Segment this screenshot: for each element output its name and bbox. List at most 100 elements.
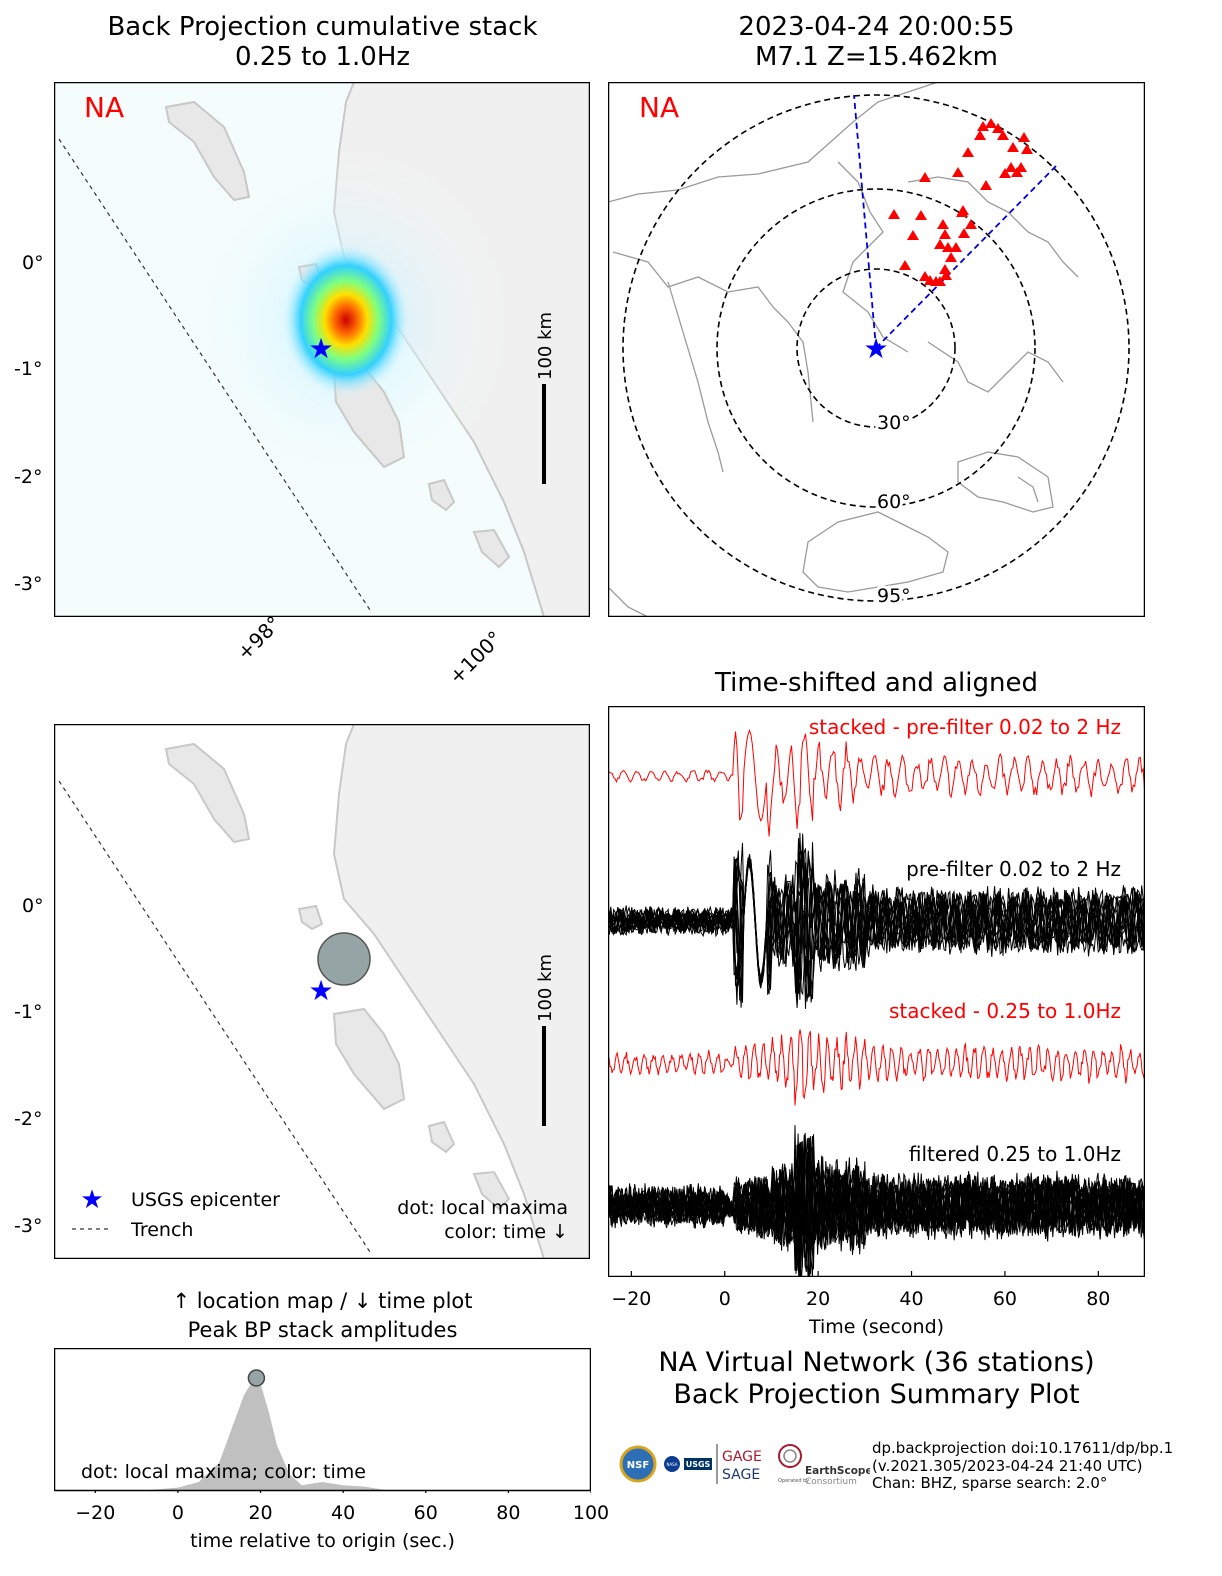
station-marker <box>974 130 986 140</box>
summary-line2: Back Projection Summary Plot <box>673 1379 1080 1410</box>
trace-frame <box>608 706 1145 1277</box>
label-stacked-broad: stacked - pre-filter 0.02 to 2 Hz <box>809 715 1121 739</box>
simeulue-island <box>164 742 251 844</box>
station-marker <box>907 230 919 240</box>
amp-tick-label: 80 <box>496 1502 521 1524</box>
simeulue-island <box>164 100 251 202</box>
trace-tick-label: 0 <box>718 1288 731 1310</box>
station-marker <box>977 121 989 131</box>
lat-tick-2: -2° <box>14 466 43 488</box>
nasa-logo <box>664 1456 680 1472</box>
ring-60 <box>716 188 1036 508</box>
map-title-line2: 0.25 to 1.0Hz <box>234 42 411 72</box>
batu-island-1 <box>427 478 456 512</box>
station-marker <box>919 271 931 281</box>
lon-tick-100: +100° <box>444 626 507 689</box>
summary-title: NA Virtual Network (36 stations) Back Pr… <box>608 1347 1145 1411</box>
map-frame <box>54 82 590 617</box>
trace-tick-label: 40 <box>899 1288 924 1310</box>
broad-station-trace <box>608 853 1145 997</box>
amp-tick-label: 0 <box>171 1502 184 1524</box>
station-marker <box>956 207 968 217</box>
station-marker <box>888 209 900 219</box>
consortium: Consortium <box>805 1477 857 1487</box>
station-marker <box>945 252 957 262</box>
label-narrow: filtered 0.25 to 1.0Hz <box>909 1142 1121 1166</box>
station-marker <box>1021 144 1033 154</box>
amp-maxima-dot <box>247 1369 266 1387</box>
lat-tick-0: 0° <box>22 895 44 917</box>
logo-strip: NSF NASA USGS GAGE SAGE EarthScope Opera… <box>619 1444 870 1487</box>
usgs-logo <box>684 1458 712 1470</box>
ring-30 <box>796 268 956 428</box>
credit-line1: dp.backprojection doi:10.17611/dp/bp.1 <box>872 1439 1174 1457</box>
lat-tick-1: -1° <box>14 1001 43 1023</box>
legend-star-icon: ★ <box>80 1185 103 1215</box>
narrow-station-trace <box>608 1133 1145 1277</box>
batu-island-1 <box>427 1120 456 1154</box>
station-marker <box>958 228 970 238</box>
epicenter-star: ★ <box>308 332 333 365</box>
amp-title-line2: Peak BP stack amplitudes <box>187 1318 458 1342</box>
stacked-narrow-trace <box>608 1029 1145 1106</box>
lat-tick-3: -3° <box>14 1215 43 1237</box>
trench-line <box>58 780 371 1253</box>
ring-label-60: 60° <box>877 491 911 513</box>
amp-chart: dot: local maxima; color: time <box>54 1348 591 1493</box>
station-marker <box>997 130 1009 140</box>
station-marker <box>985 118 997 128</box>
label-stacked-narrow: stacked - 0.25 to 1.0Hz <box>889 999 1121 1023</box>
event-date: 2023-04-24 20:00:55 <box>738 12 1015 42</box>
ring-label-30: 30° <box>877 412 911 434</box>
lat-tick-2: -2° <box>14 1108 43 1130</box>
label-broad: pre-filter 0.02 to 2 Hz <box>906 857 1121 881</box>
trench-line <box>58 138 371 611</box>
azimuth-line-left <box>853 94 877 349</box>
station-marker <box>934 276 946 286</box>
map-frame <box>608 82 1145 617</box>
gage-logo: GAGE <box>722 1449 762 1465</box>
trace-tick-label: 60 <box>992 1288 1017 1310</box>
scale-label: 100 km <box>535 954 556 1022</box>
station-marker <box>992 123 1004 133</box>
trace-tick-label: 20 <box>806 1288 831 1310</box>
small-island <box>297 904 324 931</box>
credit-line2: (v.2021.305/2023-04-24 21:40 UTC) <box>872 1457 1143 1475</box>
nias-island <box>332 1007 406 1111</box>
trace-xlabel: Time (second) <box>808 1316 945 1338</box>
amp-title-line1: ↑ location map / ↓ time plot <box>172 1289 473 1313</box>
station-marker <box>919 172 931 182</box>
earthscope-logo-icon <box>778 1444 802 1468</box>
trace-tick-label: 80 <box>1086 1288 1111 1310</box>
stacked-broad-trace <box>608 729 1145 837</box>
credit-line3: Chan: BHZ, sparse search: 2.0° <box>872 1474 1108 1492</box>
narrow-station-trace <box>608 1132 1145 1277</box>
station-marker <box>1005 162 1017 172</box>
amp-tick-label: −20 <box>75 1502 116 1524</box>
amp-tick-label: 100 <box>572 1502 610 1524</box>
nsf-logo <box>619 1445 657 1483</box>
station-marker <box>965 219 977 229</box>
map-frame <box>54 724 590 1259</box>
trace-title: Time-shifted and aligned <box>715 668 1038 698</box>
bp-energy-peak <box>281 242 411 398</box>
maxima-map: 100 km ★ ★ USGS epicenter Trench dot: lo… <box>54 724 590 1259</box>
broad-station-trace <box>608 848 1145 1005</box>
note-line1: dot: local maxima <box>397 1197 568 1219</box>
station-marker <box>940 270 952 280</box>
epicenter-star: ★ <box>308 974 333 1007</box>
epicenter-star: ★ <box>863 332 888 365</box>
legend-epicenter: USGS epicenter <box>131 1189 280 1211</box>
local-maximum-dot <box>317 932 371 986</box>
azimuth-line-right <box>875 165 1057 349</box>
amp-tick-label: 20 <box>248 1502 273 1524</box>
network-label: NA <box>84 91 124 124</box>
station-marker <box>934 239 946 249</box>
nsf-logo-text: NSF <box>627 1460 649 1471</box>
coastlines <box>608 82 1079 617</box>
scale-label: 100 km <box>535 312 556 380</box>
station-marker <box>939 229 951 239</box>
legend-trench: Trench <box>130 1219 193 1241</box>
usgs-logo-text: USGS <box>686 1460 711 1469</box>
earthscope-logo-ring <box>783 1449 797 1463</box>
